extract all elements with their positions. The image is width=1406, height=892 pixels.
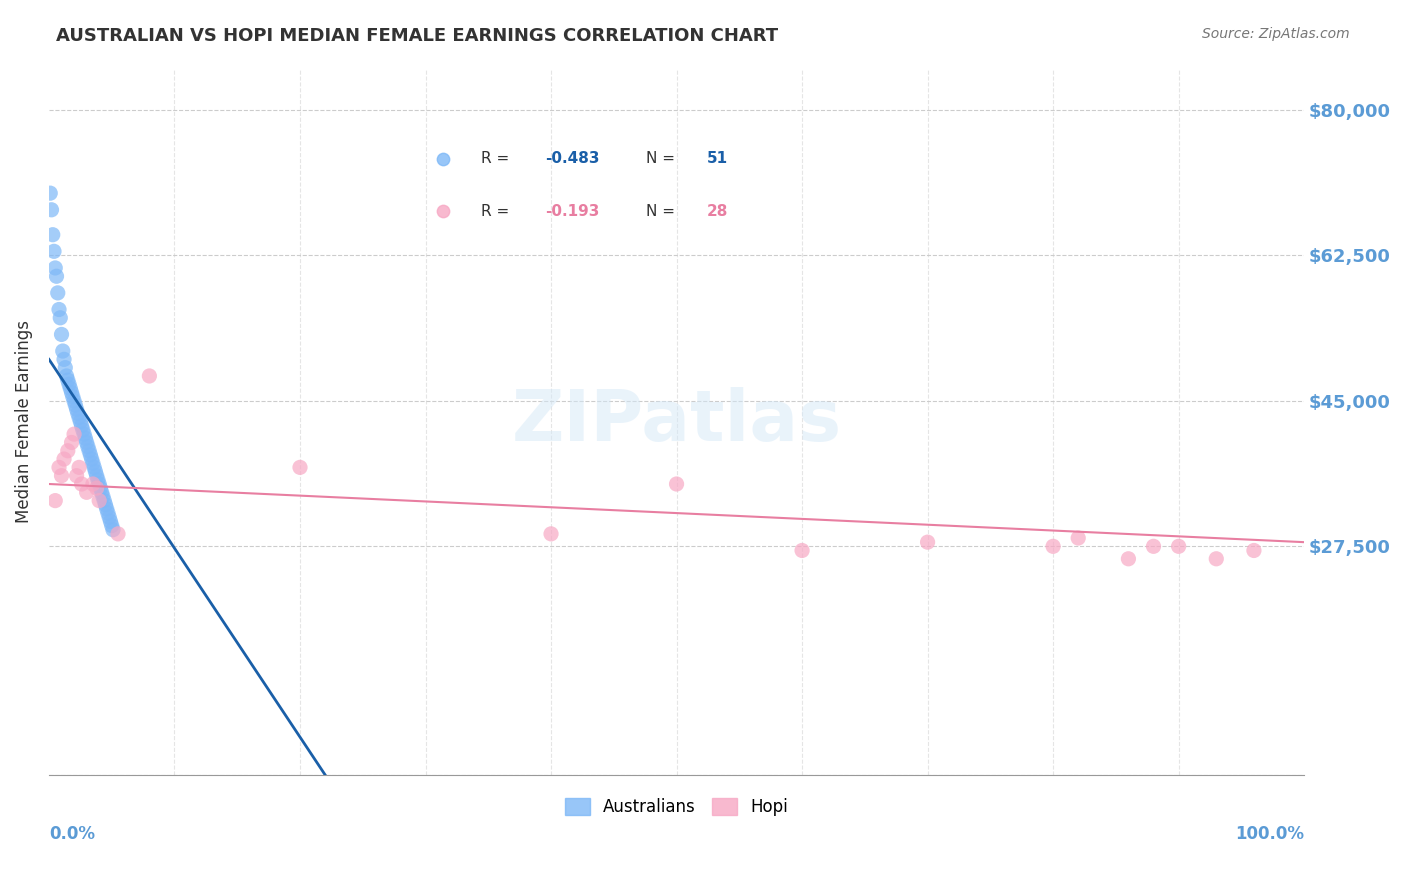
Point: [53, 360, 76, 375]
Point: [51, 468, 73, 483]
Point: [665, 477, 688, 491]
Point: [48, 460, 70, 475]
Y-axis label: Median Female Earnings: Median Female Earnings: [15, 320, 32, 524]
Point: [82, 456, 104, 470]
Point: [94, 498, 117, 512]
Point: [91, 490, 114, 504]
Point: [1042, 539, 1064, 553]
Point: [83, 460, 105, 475]
Text: Source: ZipAtlas.com: Source: ZipAtlas.com: [1202, 27, 1350, 41]
Point: [49, 310, 72, 325]
Point: [100, 515, 122, 529]
Point: [138, 368, 160, 383]
Point: [1067, 531, 1090, 545]
Point: [44, 493, 66, 508]
Point: [44, 260, 66, 275]
Point: [67, 410, 90, 425]
Point: [89, 493, 111, 508]
Point: [58, 377, 80, 392]
Point: [53, 452, 76, 467]
Point: [90, 485, 112, 500]
Point: [72, 423, 94, 437]
Point: [77, 443, 100, 458]
Point: [59, 381, 82, 395]
Text: 100.0%: 100.0%: [1234, 825, 1305, 843]
Point: [73, 427, 96, 442]
Point: [46, 285, 69, 300]
Point: [1243, 543, 1265, 558]
Point: [97, 506, 120, 520]
Point: [1205, 551, 1227, 566]
Point: [86, 468, 108, 483]
Point: [89, 477, 111, 491]
Point: [53, 352, 76, 367]
Point: [41, 202, 63, 217]
Legend: Australians, Hopi: Australians, Hopi: [558, 791, 796, 823]
Point: [107, 526, 129, 541]
Point: [917, 535, 939, 549]
Point: [48, 302, 70, 317]
Point: [76, 435, 98, 450]
Point: [70, 418, 93, 433]
Point: [63, 427, 86, 442]
Point: [65, 402, 87, 417]
Point: [42, 227, 65, 242]
Point: [42, 244, 65, 259]
Point: [540, 526, 562, 541]
Point: [100, 518, 122, 533]
Point: [101, 523, 124, 537]
Point: [1167, 539, 1189, 553]
Point: [1142, 539, 1164, 553]
Point: [82, 477, 104, 491]
Point: [75, 431, 97, 445]
Point: [93, 493, 115, 508]
Point: [66, 406, 89, 420]
Point: [79, 448, 101, 462]
Point: [790, 543, 813, 558]
Point: [1118, 551, 1140, 566]
Point: [98, 510, 121, 524]
Point: [65, 468, 87, 483]
Point: [63, 393, 86, 408]
Point: [62, 390, 84, 404]
Point: [55, 368, 77, 383]
Point: [60, 435, 83, 450]
Point: [80, 452, 103, 467]
Text: AUSTRALIAN VS HOPI MEDIAN FEMALE EARNINGS CORRELATION CHART: AUSTRALIAN VS HOPI MEDIAN FEMALE EARNING…: [56, 27, 779, 45]
Point: [69, 415, 91, 429]
Point: [65, 398, 87, 412]
Text: ZIPatlas: ZIPatlas: [512, 387, 842, 456]
Point: [89, 481, 111, 495]
Point: [87, 473, 110, 487]
Point: [56, 373, 79, 387]
Point: [51, 327, 73, 342]
Point: [96, 502, 118, 516]
Point: [84, 465, 107, 479]
Point: [77, 440, 100, 454]
Point: [67, 460, 90, 475]
Point: [45, 269, 67, 284]
Point: [56, 443, 79, 458]
Point: [288, 460, 311, 475]
Point: [60, 385, 83, 400]
Point: [86, 481, 108, 495]
Point: [39, 186, 62, 201]
Point: [52, 344, 75, 359]
Point: [70, 477, 93, 491]
Text: 0.0%: 0.0%: [49, 825, 96, 843]
Point: [76, 485, 98, 500]
